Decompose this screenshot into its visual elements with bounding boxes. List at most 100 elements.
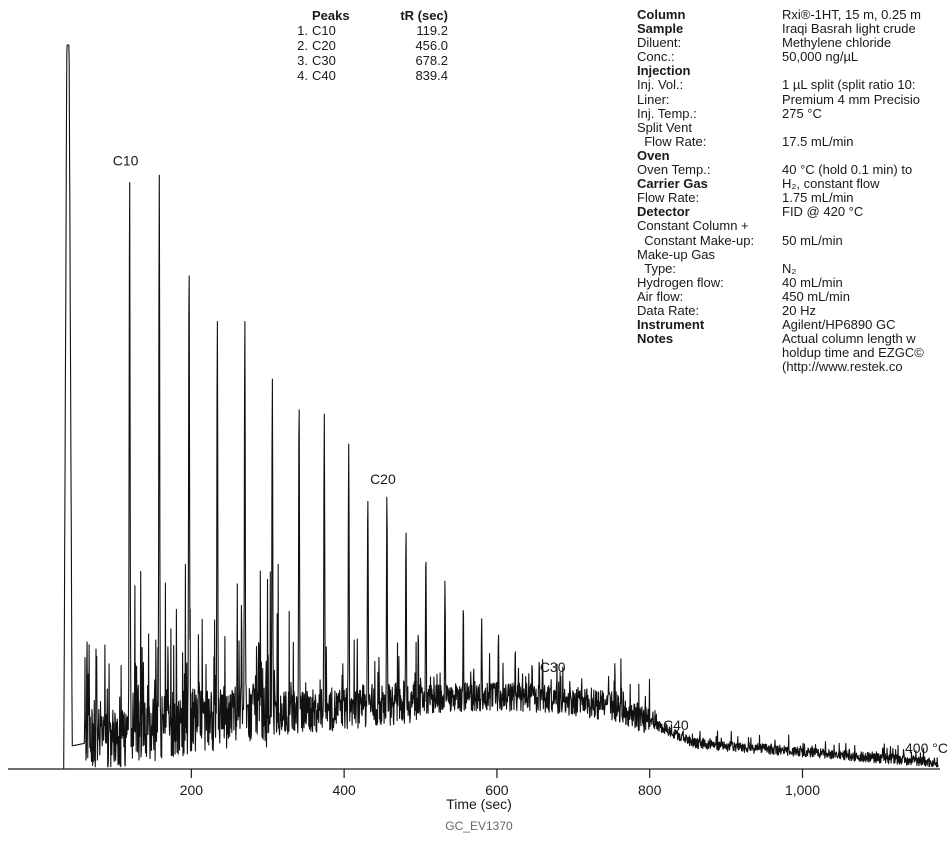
condition-label: Injection <box>637 63 691 79</box>
condition-label: Conc.: <box>637 49 675 65</box>
peak-num: 4. <box>297 68 308 83</box>
condition-row: Type: N₂ <box>637 260 951 276</box>
condition-row: Injection <box>637 64 951 78</box>
conditions-panel: Column Rxi®-1HT, 15 m, 0.25 m Sample Iraqi … <box>637 8 951 374</box>
condition-value <box>782 121 951 135</box>
peaks-table-row: 4. C40 839.4 <box>280 68 448 83</box>
peak-labels: C10 C20 C30 C40 <box>113 152 689 733</box>
condition-row: Notes Actual column length w <box>637 332 951 346</box>
condition-label: Make-up Gas <box>637 246 716 262</box>
x-tick-label: 400 <box>332 782 356 798</box>
condition-value: 40 °C (hold 0.1 min) to <box>782 162 913 178</box>
condition-row: Instrument Agilent/HP6890 GC <box>637 317 951 333</box>
condition-label: Detector <box>637 204 690 220</box>
x-axis-ticks: 200 400 600 800 1,000 <box>180 769 820 798</box>
condition-label: Notes <box>637 331 674 347</box>
condition-row: Liner: Premium 4 mm Precisio <box>637 91 951 107</box>
condition-row: Inj. Temp.: 275 °C <box>637 105 951 121</box>
condition-label: Air flow: <box>637 288 684 304</box>
condition-value: FID @ 420 °C <box>782 204 864 220</box>
condition-value: 40 mL/min <box>782 274 843 290</box>
footer-code: GC_EV1370 <box>445 819 513 833</box>
condition-row: Make-up Gas <box>637 246 951 262</box>
peak-label: C10 <box>113 152 139 168</box>
peak-num: 1. <box>297 23 308 38</box>
condition-label: Diluent: <box>637 35 682 51</box>
condition-value <box>782 219 951 233</box>
peak-tr: 456.0 <box>415 38 448 53</box>
peaks-header-name: Peaks <box>312 8 350 23</box>
condition-row: Inj. Vol.: 1 µL split (split ratio 10: <box>637 78 951 92</box>
condition-row: Flow Rate: 17.5 mL/min <box>637 133 951 149</box>
condition-row: Sample Iraqi Basrah light crude <box>637 21 951 37</box>
condition-label <box>637 360 782 374</box>
peaks-table-header: Peaks tR (sec) <box>280 8 448 23</box>
peak-name: C30 <box>312 53 336 68</box>
condition-value: 17.5 mL/min <box>782 133 854 149</box>
condition-row: Conc.: 50,000 ng/µL <box>637 50 951 64</box>
peaks-table-row: 2. C20 456.0 <box>280 38 448 53</box>
condition-label <box>637 346 782 360</box>
condition-row: Column Rxi®-1HT, 15 m, 0.25 m <box>637 8 951 22</box>
condition-label: Flow Rate: <box>637 190 700 206</box>
condition-row: Constant Column + <box>637 219 951 233</box>
peaks-table: Peaks tR (sec) 1. C10 119.2 2. C20 456.0… <box>280 8 448 83</box>
condition-value: Methylene chloride <box>782 35 892 51</box>
condition-value: Agilent/HP6890 GC <box>782 317 896 333</box>
peak-name: C10 <box>312 23 336 38</box>
condition-value: Actual column length w <box>782 331 916 347</box>
condition-label: Oven Temp.: <box>637 162 711 178</box>
condition-row: Air flow: 450 mL/min <box>637 288 951 304</box>
condition-row: Oven <box>637 148 951 163</box>
peak-label: C30 <box>540 659 566 675</box>
condition-row: Carrier Gas H₂, constant flow <box>637 177 951 191</box>
condition-row: (http://www.restek.co <box>637 360 951 374</box>
condition-label: Instrument <box>637 317 705 333</box>
condition-value: 1 µL split (split ratio 10: <box>782 77 916 93</box>
condition-value: 1.75 mL/min <box>782 190 854 206</box>
condition-value <box>782 149 951 163</box>
condition-label: Inj. Vol.: <box>637 77 684 93</box>
condition-label: Constant Make-up: <box>637 232 755 248</box>
condition-value: 20 Hz <box>782 302 816 318</box>
condition-value: (http://www.restek.co <box>782 359 903 375</box>
chromatogram-line <box>7 44 939 770</box>
condition-label: Constant Column + <box>637 218 749 234</box>
condition-row: Data Rate: 20 Hz <box>637 302 951 318</box>
condition-row: Hydrogen flow: 40 mL/min <box>637 274 951 290</box>
condition-row: Flow Rate: 1.75 mL/min <box>637 191 951 205</box>
condition-value: Premium 4 mm Precisio <box>782 91 920 107</box>
peak-name: C20 <box>312 38 336 53</box>
peak-tr: 119.2 <box>416 23 448 38</box>
peak-tr: 839.4 <box>415 68 448 83</box>
condition-label: Inj. Temp.: <box>637 105 697 121</box>
condition-row: Split Vent <box>637 119 951 135</box>
peak-tr: 678.2 <box>415 53 448 68</box>
peaks-table-row: 1. C10 119.2 <box>280 23 448 38</box>
condition-row: holdup time and EZGC© <box>637 346 951 360</box>
condition-row: Constant Make-up: 50 mL/min <box>637 232 951 248</box>
condition-value: 450 mL/min <box>782 288 850 304</box>
condition-value: 50,000 ng/µL <box>782 49 859 65</box>
peaks-table-row: 3. C30 678.2 <box>280 53 448 68</box>
condition-value: N₂ <box>782 260 797 276</box>
condition-label: Sample <box>637 21 684 37</box>
x-tick-label: 800 <box>638 782 662 798</box>
peaks-header-tr: tR (sec) <box>400 8 448 23</box>
condition-value <box>782 248 951 262</box>
peak-name: C40 <box>312 68 336 83</box>
x-tick-label: 600 <box>485 782 509 798</box>
condition-value: 275 °C <box>782 105 822 121</box>
condition-label: Liner: <box>637 91 670 107</box>
condition-value: holdup time and EZGC© <box>782 345 924 361</box>
condition-label: Column <box>637 8 686 22</box>
condition-value: Iraqi Basrah light crude <box>782 21 916 37</box>
condition-label: Hydrogen flow: <box>637 274 724 290</box>
condition-value <box>782 64 951 78</box>
x-tick-label: 1,000 <box>785 782 820 798</box>
condition-row: Detector FID @ 420 °C <box>637 205 951 219</box>
peak-label: C20 <box>370 471 396 487</box>
condition-label: Split Vent <box>637 119 692 135</box>
condition-row: Diluent: Methylene chloride <box>637 36 951 50</box>
